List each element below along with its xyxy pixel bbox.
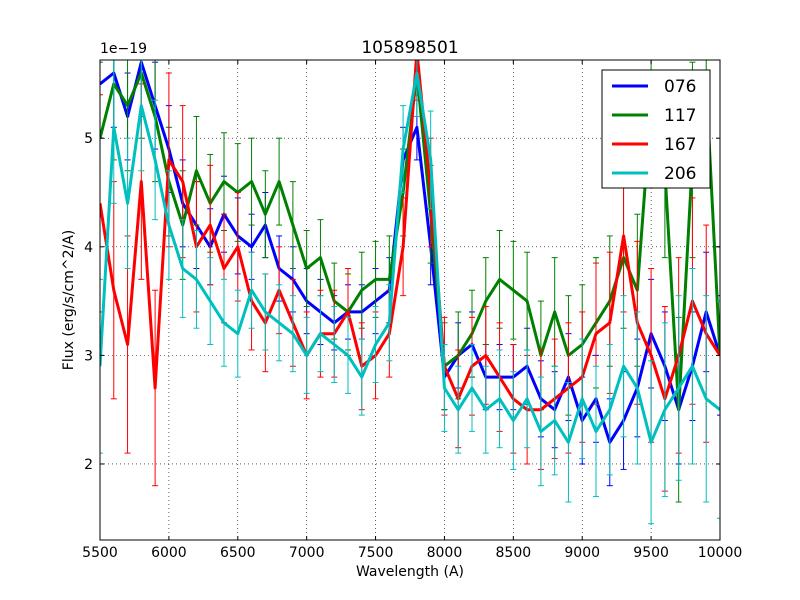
legend-label-206: 206	[664, 164, 696, 184]
x-axis-label: Wavelength (A)	[356, 564, 464, 580]
x-tick-label: 9000	[564, 545, 600, 561]
x-tick-label: 9500	[633, 545, 669, 561]
x-tick-label: 6500	[220, 545, 256, 561]
x-tick-label: 7000	[289, 545, 325, 561]
legend-label-167: 167	[664, 135, 696, 155]
y-offset-label: 1e−19	[100, 41, 147, 57]
y-axis-label: Flux (erg/s/cm^2/A)	[61, 230, 77, 370]
x-tick-label: 5500	[82, 545, 118, 561]
x-tick-label: 6000	[151, 545, 187, 561]
axis-ticks: 5500 6000 6500 7000 7500 8000 8500 9000 9500 1000…	[82, 60, 742, 561]
y-tick-label: 3	[84, 348, 93, 364]
plot-frame	[99, 59, 721, 541]
y-tick-label: 4	[84, 240, 93, 256]
series-line-206	[100, 71, 720, 444]
x-tick-label: 8000	[427, 545, 463, 561]
legend-label-117: 117	[664, 106, 696, 126]
legend-frame	[601, 69, 711, 189]
x-tick-label: 7500	[358, 545, 394, 561]
y-tick-label: 2	[84, 457, 93, 473]
data-layer	[100, 60, 720, 525]
series-206	[100, 60, 720, 525]
chart-title: 105898501	[361, 38, 458, 58]
series-line-167	[100, 60, 720, 412]
y-tick-label: 5	[84, 131, 93, 147]
legend: 076 117 167 206	[601, 69, 711, 189]
legend-label-076: 076	[664, 77, 696, 97]
x-tick-label: 8500	[496, 545, 532, 561]
x-tick-label: 10000	[698, 545, 743, 561]
